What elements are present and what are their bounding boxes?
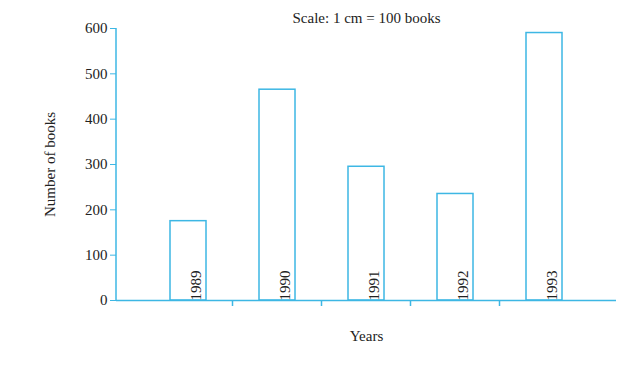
svg-text:600: 600 bbox=[85, 20, 108, 36]
svg-text:100: 100 bbox=[85, 247, 108, 263]
svg-text:Scale: 1 cm = 100 books: Scale: 1 cm = 100 books bbox=[292, 10, 440, 26]
svg-text:1990: 1990 bbox=[277, 271, 293, 301]
svg-text:1991: 1991 bbox=[366, 271, 382, 301]
svg-text:1993: 1993 bbox=[544, 271, 560, 301]
svg-text:1989: 1989 bbox=[188, 271, 204, 301]
svg-text:200: 200 bbox=[85, 202, 108, 218]
svg-text:400: 400 bbox=[85, 111, 108, 127]
svg-text:1992: 1992 bbox=[455, 271, 471, 301]
svg-text:Number of books: Number of books bbox=[42, 112, 58, 217]
svg-text:Years: Years bbox=[350, 328, 384, 344]
svg-text:300: 300 bbox=[85, 156, 108, 172]
svg-text:0: 0 bbox=[100, 292, 108, 308]
svg-text:500: 500 bbox=[85, 66, 108, 82]
